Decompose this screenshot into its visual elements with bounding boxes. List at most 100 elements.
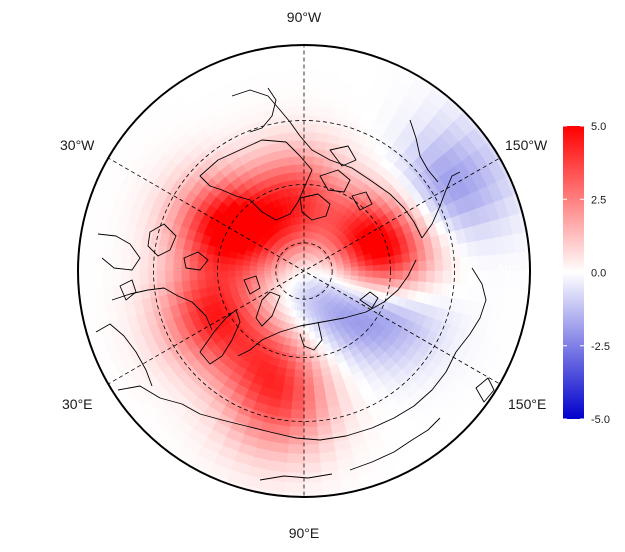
anomaly-cell bbox=[78, 207, 80, 232]
anomaly-cell bbox=[289, 345, 298, 355]
anomaly-cell bbox=[303, 376, 315, 386]
coastlines bbox=[95, 87, 495, 481]
anomaly-cell bbox=[78, 167, 94, 192]
anomaly-cell bbox=[313, 383, 326, 394]
anomaly-cell bbox=[303, 216, 310, 225]
anomaly-cell bbox=[304, 28, 325, 40]
anomaly-cell bbox=[290, 408, 305, 419]
anomaly-cell bbox=[283, 156, 296, 167]
anomaly-cell bbox=[303, 59, 323, 71]
anomaly-cell bbox=[283, 375, 296, 386]
anomaly-cell bbox=[61, 250, 73, 271]
anomaly-cell bbox=[303, 223, 309, 232]
anomaly-cell bbox=[400, 279, 411, 290]
anomaly-cell bbox=[290, 114, 305, 125]
anomaly-cell bbox=[235, 264, 244, 272]
anomaly-cell bbox=[293, 376, 305, 386]
colorbar-ticks: 5.0 2.5 0.0 -2.5 -5.0 bbox=[563, 121, 610, 426]
anomaly-cell bbox=[262, 29, 284, 43]
anomaly-cell bbox=[343, 45, 368, 47]
lon-label-150w: 150°W bbox=[505, 137, 548, 153]
anomaly-cell bbox=[303, 202, 311, 211]
anomaly-cell bbox=[289, 106, 305, 117]
anomaly-cell bbox=[303, 331, 311, 340]
anomaly-cell bbox=[419, 460, 444, 483]
anomaly-cell bbox=[441, 270, 452, 285]
anomaly-cell bbox=[303, 48, 324, 61]
anomaly-cell bbox=[294, 164, 305, 174]
anomaly-cell bbox=[363, 45, 388, 54]
anomaly-cell bbox=[312, 367, 323, 378]
anomaly-cell bbox=[303, 68, 322, 81]
anomaly-cell bbox=[130, 270, 141, 287]
anomaly-cell bbox=[450, 257, 461, 272]
anomaly-cell bbox=[394, 270, 404, 280]
anomaly-cell bbox=[357, 270, 366, 277]
anomaly-cell bbox=[283, 503, 304, 515]
anomaly-cell bbox=[286, 360, 297, 370]
anomaly-cell bbox=[288, 434, 305, 445]
anomaly-cell bbox=[371, 276, 381, 285]
anomaly-cell bbox=[292, 140, 305, 150]
anomaly-cell bbox=[282, 148, 295, 159]
lon-label-90e: 90°E bbox=[289, 525, 320, 541]
anomaly-cell bbox=[379, 263, 388, 272]
anomaly-cell bbox=[290, 417, 305, 428]
colorbar-tick-label: -2.5 bbox=[591, 341, 610, 353]
anomaly-cell bbox=[173, 259, 183, 272]
anomaly-cell bbox=[295, 179, 305, 189]
anomaly-cell bbox=[378, 277, 388, 286]
anomaly-cell bbox=[393, 278, 403, 289]
anomaly-cell bbox=[197, 279, 208, 290]
anomaly-cell bbox=[433, 258, 444, 272]
anomaly-cell bbox=[78, 310, 80, 335]
anomaly-cell bbox=[62, 291, 75, 313]
anomaly-cell bbox=[287, 443, 305, 454]
anomaly-cell bbox=[485, 270, 497, 289]
anomaly-cell bbox=[303, 400, 317, 411]
anomaly-cell bbox=[536, 250, 548, 271]
anomaly-cell bbox=[433, 270, 444, 284]
anomaly-cell bbox=[92, 270, 104, 290]
anomaly-cell bbox=[78, 350, 94, 375]
anomaly-cell bbox=[283, 28, 304, 40]
lon-label-90w: 90°W bbox=[287, 9, 322, 25]
anomaly-cell bbox=[476, 254, 487, 272]
anomaly-cell bbox=[235, 270, 244, 278]
anomaly-cell bbox=[200, 481, 225, 497]
anomaly-cell bbox=[303, 131, 317, 142]
anomaly-cell bbox=[181, 280, 192, 293]
anomaly-cell bbox=[78, 330, 87, 355]
anomaly-cell bbox=[286, 452, 305, 464]
anomaly-cell bbox=[278, 268, 287, 272]
anomaly-cell bbox=[303, 338, 311, 348]
anomaly-cell bbox=[504, 368, 525, 394]
longitude-labels: 90°W 30°W 150°W 30°E 150°E 90°E bbox=[60, 9, 548, 541]
anomaly-cell bbox=[101, 270, 114, 289]
anomaly-cell bbox=[312, 164, 323, 175]
anomaly-cell bbox=[533, 291, 547, 313]
anomaly-cell bbox=[303, 148, 316, 158]
anomaly-cell bbox=[92, 131, 115, 156]
anomaly-cell bbox=[303, 156, 315, 166]
anomaly-cell bbox=[81, 270, 94, 291]
anomaly-cell bbox=[292, 384, 305, 394]
meridian-line bbox=[100, 153, 508, 389]
anomaly-cell bbox=[386, 270, 396, 280]
colorbar-tick-label: -5.0 bbox=[591, 414, 610, 426]
anomaly-cell bbox=[286, 78, 305, 90]
anomaly-cell bbox=[303, 384, 316, 394]
anomaly-cell bbox=[528, 310, 530, 335]
anomaly-cell bbox=[292, 392, 305, 402]
anomaly-cell bbox=[467, 270, 478, 287]
anomaly-cell bbox=[181, 471, 207, 492]
anomaly-cell bbox=[220, 270, 229, 279]
anomaly-cell bbox=[533, 229, 547, 251]
lon-label-150e: 150°E bbox=[508, 396, 546, 412]
anomaly-cell bbox=[284, 481, 305, 494]
anomaly-cell bbox=[256, 266, 265, 272]
anomaly-cell bbox=[303, 187, 312, 196]
anomaly-cell bbox=[197, 270, 207, 281]
anomaly-cell bbox=[521, 187, 530, 212]
anomaly-cell bbox=[303, 461, 322, 474]
